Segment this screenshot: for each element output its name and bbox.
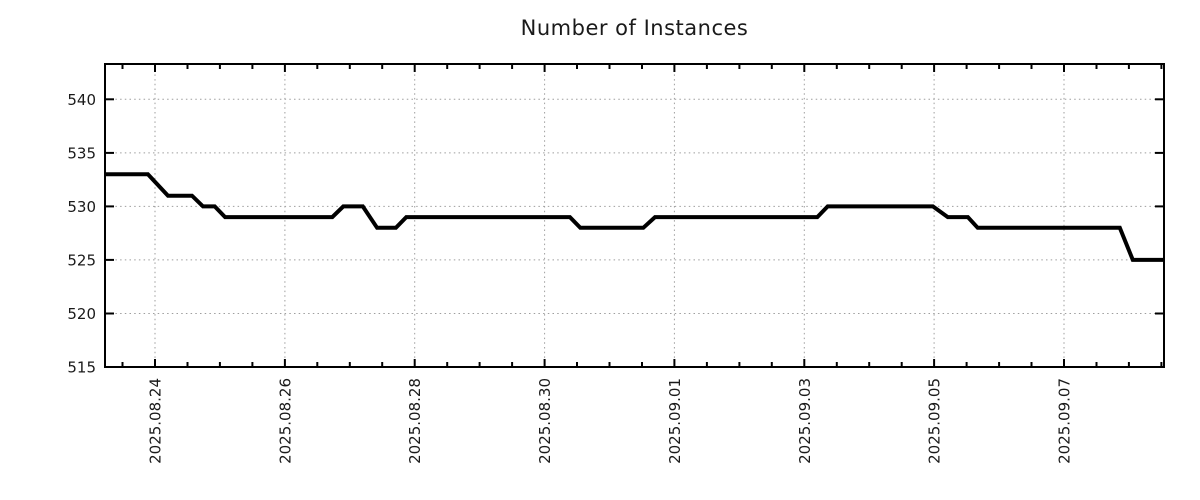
y-tick-label: 520 (67, 305, 96, 323)
x-tick-label: 2025.09.01 (666, 378, 684, 464)
x-tick-label: 2025.08.30 (536, 378, 554, 464)
x-tick-label: 2025.09.03 (796, 378, 814, 464)
y-tick-label: 530 (67, 198, 96, 216)
y-tick-label: 515 (67, 359, 96, 377)
y-tick-label: 535 (67, 144, 96, 162)
series-line-instances (105, 172, 1164, 262)
x-tick-label: 2025.09.05 (926, 378, 944, 464)
x-tick-label: 2025.08.24 (147, 378, 165, 464)
x-tick-label: 2025.08.26 (276, 378, 294, 464)
chart-title: Number of Instances (520, 16, 749, 40)
x-tick-label: 2025.08.28 (406, 378, 424, 464)
plot-border (104, 63, 1165, 368)
y-tick-label: 540 (67, 91, 96, 109)
y-tick-label: 525 (67, 251, 96, 269)
x-tick-label: 2025.09.07 (1056, 378, 1074, 464)
